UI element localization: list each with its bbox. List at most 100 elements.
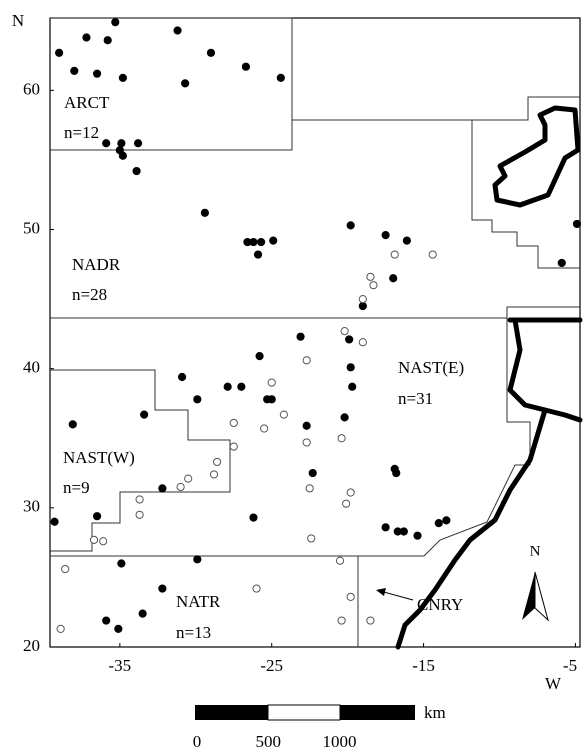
y-tick-label: 60 bbox=[23, 79, 40, 98]
station bbox=[181, 79, 190, 88]
station bbox=[193, 555, 202, 564]
station bbox=[82, 33, 91, 42]
y-tick-label: 50 bbox=[23, 218, 40, 237]
station bbox=[413, 531, 422, 540]
station bbox=[241, 62, 251, 71]
station bbox=[307, 534, 316, 543]
region-name: ARCT bbox=[64, 93, 110, 112]
station bbox=[337, 434, 346, 443]
station bbox=[557, 258, 566, 268]
scale-tick-label: 500 bbox=[256, 732, 282, 751]
station bbox=[70, 66, 79, 75]
station bbox=[92, 69, 102, 78]
y-axis-label: N bbox=[12, 11, 24, 30]
station bbox=[340, 327, 349, 336]
station bbox=[399, 527, 408, 536]
station bbox=[346, 363, 355, 372]
station bbox=[572, 219, 582, 229]
station bbox=[345, 335, 354, 344]
station bbox=[209, 470, 219, 479]
region-name: CNRY bbox=[417, 595, 463, 614]
station bbox=[346, 488, 355, 497]
station bbox=[249, 237, 258, 247]
x-tick-label: -5 bbox=[563, 656, 577, 675]
station bbox=[255, 352, 264, 361]
station bbox=[366, 616, 375, 625]
station bbox=[392, 468, 401, 478]
station bbox=[61, 564, 70, 574]
x-tick-label: -15 bbox=[412, 656, 435, 675]
station bbox=[369, 281, 378, 290]
station bbox=[358, 301, 367, 311]
station bbox=[366, 272, 375, 281]
station bbox=[434, 519, 443, 528]
station bbox=[340, 413, 349, 422]
map-frame bbox=[49, 17, 581, 648]
station bbox=[428, 250, 437, 259]
station bbox=[184, 474, 193, 483]
compass bbox=[522, 571, 549, 622]
region-boundaries bbox=[50, 17, 580, 647]
x-axis-label: W bbox=[545, 674, 562, 693]
station bbox=[402, 236, 411, 245]
station bbox=[381, 523, 390, 532]
station bbox=[346, 592, 355, 602]
station bbox=[390, 250, 399, 259]
station bbox=[335, 556, 345, 565]
scale-tick-label: 0 bbox=[193, 732, 202, 751]
region-count: n=12 bbox=[64, 123, 99, 142]
station bbox=[223, 382, 232, 391]
station bbox=[117, 559, 126, 568]
station bbox=[381, 230, 390, 240]
station bbox=[89, 535, 99, 544]
station bbox=[260, 424, 269, 433]
compass-label: N bbox=[530, 543, 541, 559]
station bbox=[176, 482, 185, 492]
station bbox=[237, 382, 246, 391]
station bbox=[296, 332, 305, 341]
cnry-arrow bbox=[379, 590, 414, 601]
station bbox=[342, 499, 351, 508]
station bbox=[68, 420, 77, 429]
y-tick-label: 20 bbox=[23, 636, 40, 655]
station bbox=[346, 221, 355, 230]
y-tick-label: 40 bbox=[23, 358, 40, 377]
station bbox=[92, 512, 102, 521]
station bbox=[256, 237, 266, 247]
station bbox=[348, 382, 357, 391]
station bbox=[267, 378, 276, 387]
station bbox=[132, 166, 141, 176]
station bbox=[308, 468, 317, 478]
cnry-arrow-head bbox=[376, 588, 386, 596]
scale-unit: km bbox=[424, 703, 446, 722]
station bbox=[267, 395, 276, 404]
region-name: NAST(E) bbox=[398, 358, 464, 377]
station bbox=[305, 484, 314, 493]
region-name: NATR bbox=[176, 592, 221, 611]
station bbox=[173, 26, 182, 35]
coastline bbox=[395, 105, 583, 650]
region-count: n=31 bbox=[398, 389, 433, 408]
station bbox=[193, 395, 202, 404]
station bbox=[133, 139, 143, 148]
station bbox=[117, 139, 126, 148]
station bbox=[358, 338, 367, 347]
station bbox=[111, 18, 120, 27]
station bbox=[178, 372, 187, 382]
region-count: n=9 bbox=[63, 478, 90, 497]
station bbox=[206, 48, 216, 57]
station bbox=[135, 495, 144, 504]
station bbox=[302, 438, 311, 447]
station bbox=[212, 457, 222, 467]
station bbox=[229, 442, 238, 451]
region-count: n=13 bbox=[176, 623, 211, 642]
station bbox=[269, 236, 278, 245]
station bbox=[118, 73, 127, 82]
station bbox=[200, 208, 209, 217]
station bbox=[158, 584, 167, 593]
station bbox=[358, 295, 367, 304]
region-name: NADR bbox=[72, 255, 121, 274]
station bbox=[158, 484, 167, 493]
region-name: NAST(W) bbox=[63, 448, 135, 467]
